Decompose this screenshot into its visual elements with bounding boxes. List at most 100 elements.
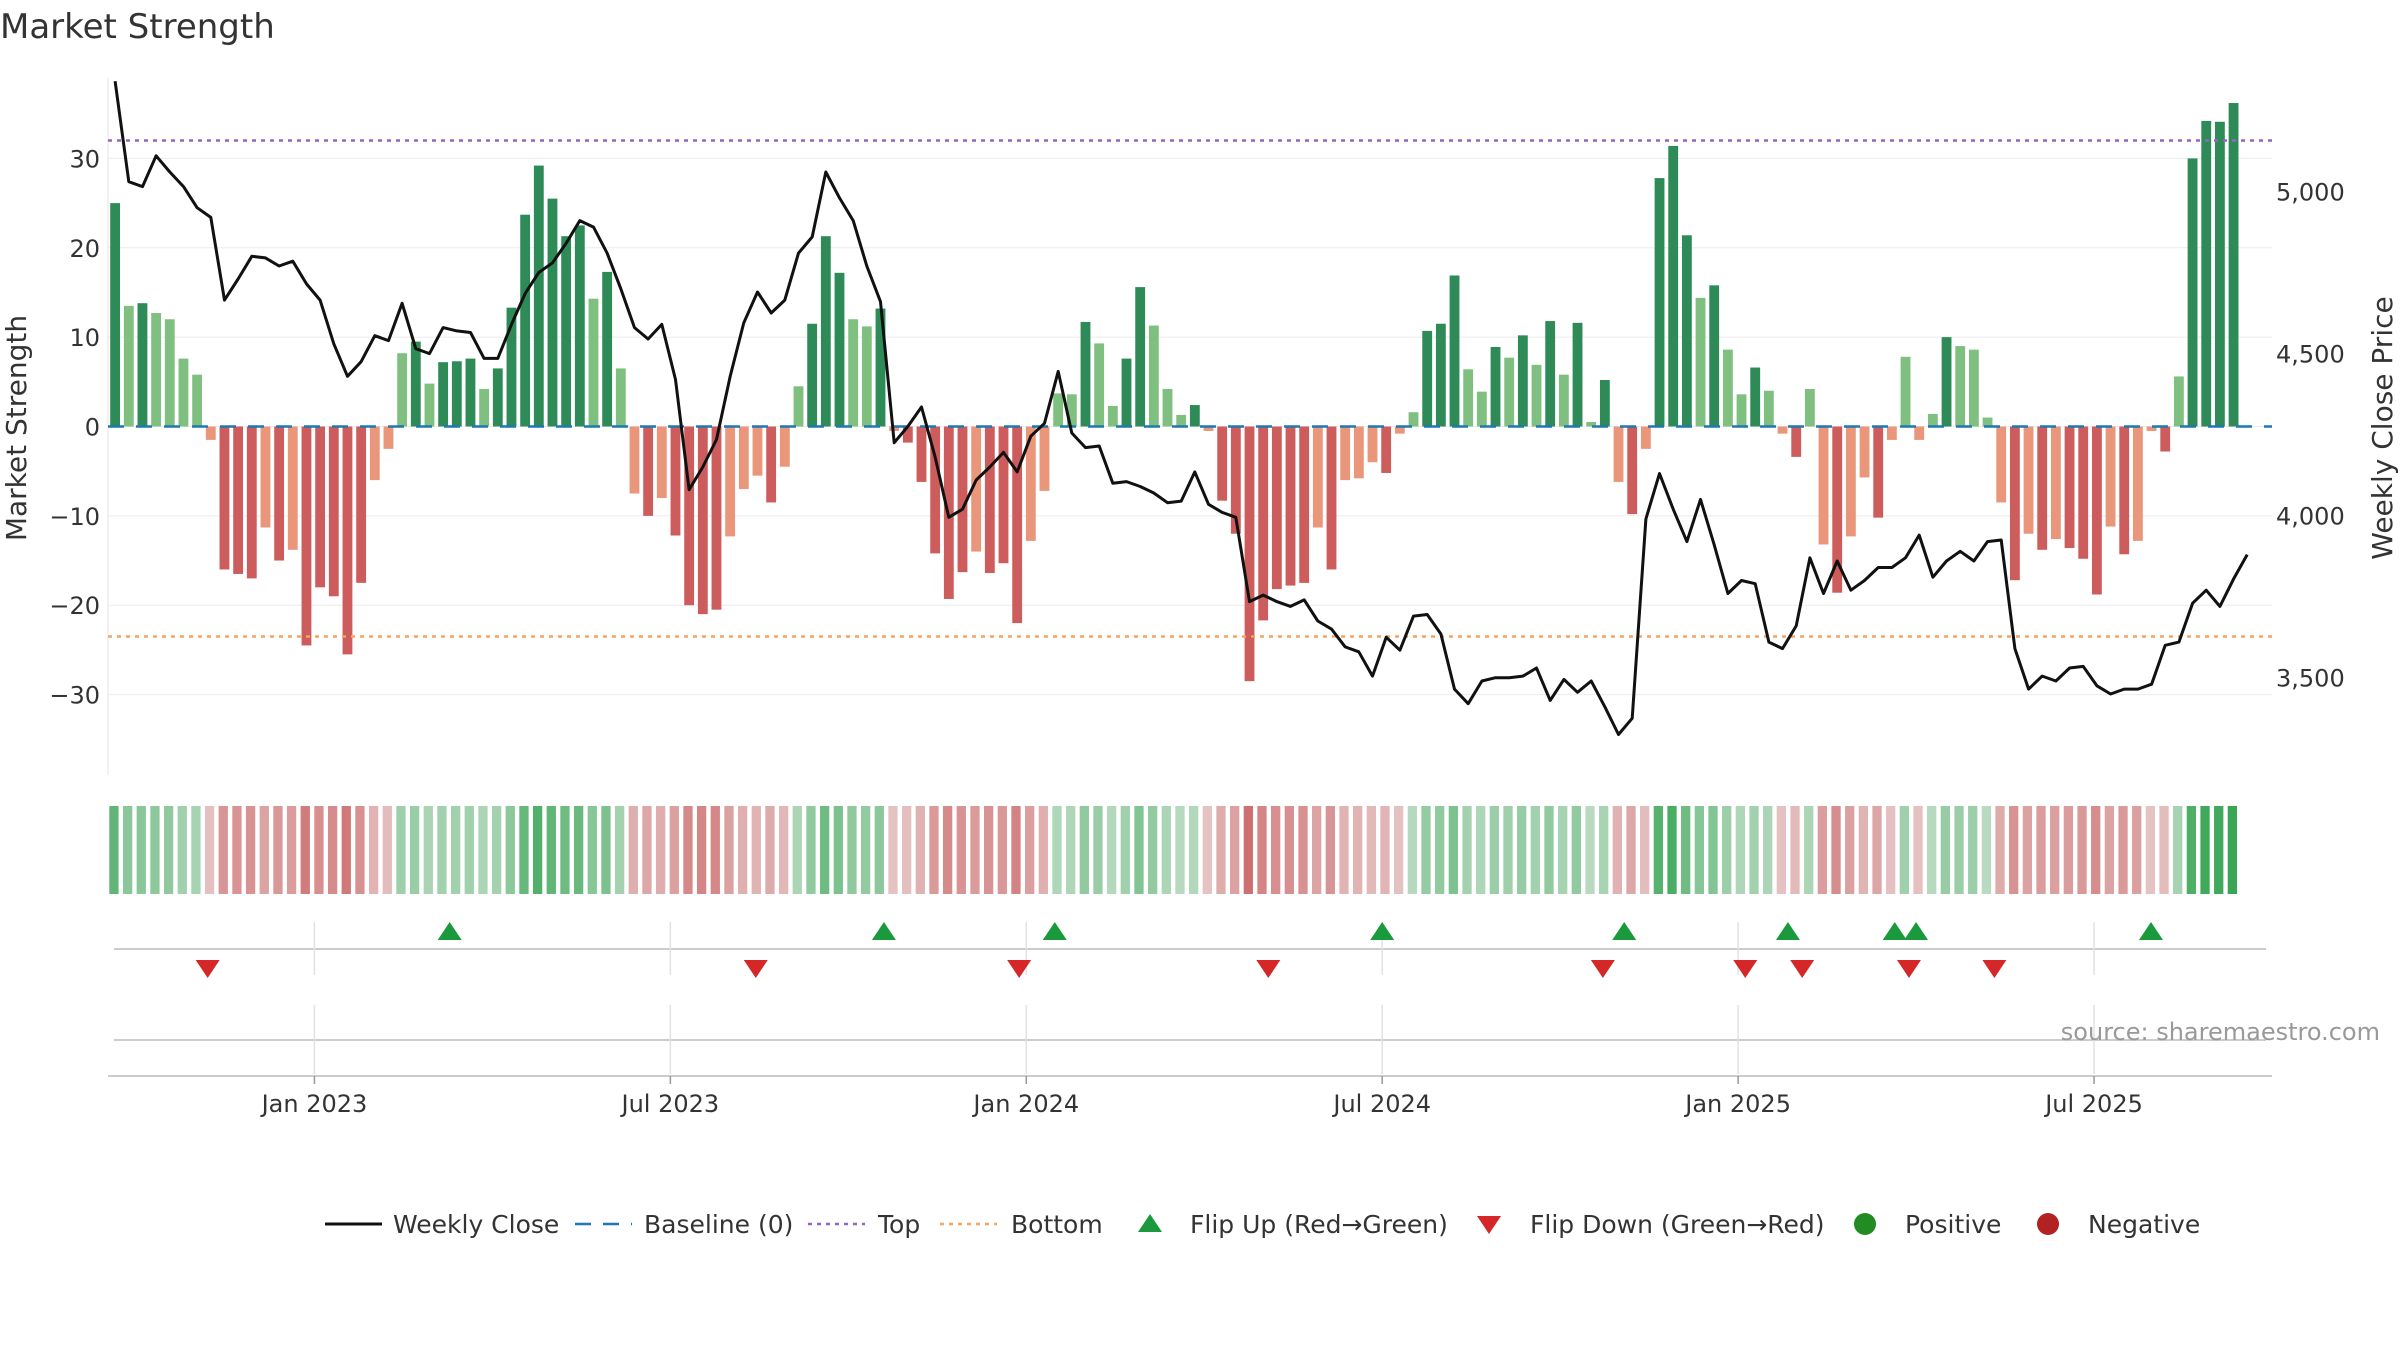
heat-cell <box>2022 806 2033 894</box>
strength-bar <box>998 426 1009 564</box>
heat-cell <box>724 806 734 894</box>
strength-bar <box>1148 325 1159 427</box>
heat-cell <box>1995 806 2005 894</box>
heat-cell <box>2227 806 2238 894</box>
y-tick-label-left: −10 <box>49 503 100 531</box>
strength-bar <box>547 198 558 427</box>
flip-up-marker <box>1042 922 1067 940</box>
strength-bar <box>1750 367 1761 427</box>
heat-cell <box>1735 806 1745 894</box>
strength-bar <box>178 358 189 427</box>
heat-cell <box>2091 806 2101 894</box>
strength-bar <box>2173 376 2184 427</box>
flip-markers <box>114 922 2266 1074</box>
legend-swatch-flip-up <box>1138 1214 1162 1232</box>
strength-bar <box>1121 358 1132 427</box>
strength-bar <box>110 203 121 427</box>
heat-cell <box>1599 806 1609 894</box>
heat-cell <box>847 806 857 894</box>
heat-cell <box>901 806 912 894</box>
strength-bar <box>151 313 162 427</box>
heat-cell <box>614 806 625 894</box>
heat-cell <box>396 806 406 894</box>
strength-bar <box>1025 426 1036 541</box>
heat-cell <box>860 806 871 894</box>
strength-bar <box>192 374 203 427</box>
heat-cell <box>997 806 1007 894</box>
strength-bar <box>1791 426 1802 457</box>
strength-bar <box>287 426 298 550</box>
strength-bar <box>779 426 790 467</box>
strength-bar <box>2132 426 2143 541</box>
heat-cell <box>1038 806 1048 894</box>
strength-bar <box>1340 426 1351 481</box>
strength-bar <box>1572 322 1583 427</box>
heat-cell <box>505 806 515 894</box>
heat-cell <box>245 806 256 894</box>
strength-bar <box>2105 426 2116 527</box>
strength-bar <box>875 308 886 427</box>
heat-cell <box>204 806 215 894</box>
heat-cell <box>423 806 433 894</box>
heat-cell <box>642 806 652 894</box>
strength-bar <box>1613 426 1624 482</box>
heat-cell <box>1585 806 1595 894</box>
strength-bar <box>766 426 777 503</box>
heat-cell <box>874 806 884 894</box>
strength-bar <box>356 426 367 583</box>
heat-cell <box>1927 806 1937 894</box>
strength-bar <box>1914 426 1925 440</box>
strength-bar <box>1094 343 1105 427</box>
heat-cell <box>232 806 242 894</box>
strength-bar <box>1189 405 1200 427</box>
strength-bar <box>2160 426 2171 452</box>
strength-bar <box>2146 426 2157 431</box>
strength-bar <box>219 426 230 570</box>
heat-cell <box>765 806 775 894</box>
y-tick-label-left: 0 <box>85 414 100 442</box>
y-axis-label-right: Weekly Close Price <box>2366 296 2399 559</box>
heat-cell <box>696 806 707 894</box>
legend-item-dash: Baseline (0) <box>575 1210 793 1239</box>
heat-cell <box>819 806 830 894</box>
heat-cell <box>1845 806 1855 894</box>
legend-label: Positive <box>1905 1210 2001 1239</box>
heat-cell <box>1448 806 1458 894</box>
heat-cell <box>286 806 297 894</box>
heat-cell <box>1353 806 1363 894</box>
heat-cell <box>368 806 379 894</box>
strength-bar <box>1107 405 1118 427</box>
legend-item-tri-down: Flip Down (Green→Red) <box>1477 1210 1825 1239</box>
strength-bar <box>205 426 216 440</box>
heat-cell <box>546 806 556 894</box>
strength-bar <box>1832 426 1843 593</box>
heat-cell <box>1776 806 1786 894</box>
heat-cell <box>1749 806 1759 894</box>
strength-bar <box>1722 349 1733 427</box>
legend-label: Bottom <box>1011 1210 1103 1239</box>
heat-cell <box>259 806 269 894</box>
strength-bar <box>1955 346 1966 427</box>
strength-bar <box>807 323 818 427</box>
strength-bar <box>315 426 326 588</box>
heat-cell <box>1694 806 1704 894</box>
bars-layer <box>110 103 2239 682</box>
flip-up-marker <box>1370 922 1395 940</box>
heat-cell <box>888 806 898 894</box>
strength-bar <box>1859 426 1870 478</box>
strength-bar <box>615 368 626 427</box>
heat-cell <box>1831 806 1841 894</box>
strength-bar <box>1886 426 1897 440</box>
heat-cell <box>491 806 502 894</box>
y-tick-label-left: −20 <box>49 592 100 620</box>
strength-bar <box>1968 349 1979 427</box>
heat-cell <box>382 806 392 894</box>
strength-bar <box>916 426 927 482</box>
strength-bar <box>1640 426 1651 449</box>
heat-cell <box>1872 806 1882 894</box>
heat-cell <box>1011 806 1021 894</box>
heat-cell <box>2214 806 2224 894</box>
strength-bar <box>1176 414 1187 427</box>
flip-up-marker <box>1882 922 1907 940</box>
